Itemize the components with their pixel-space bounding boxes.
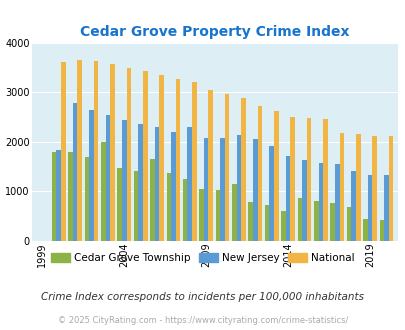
Bar bbox=[68, 152, 72, 241]
Bar bbox=[122, 120, 126, 241]
Bar bbox=[339, 133, 343, 241]
Bar bbox=[379, 220, 383, 241]
Bar bbox=[318, 163, 322, 241]
Bar bbox=[133, 171, 138, 241]
Bar bbox=[101, 142, 105, 241]
Bar bbox=[232, 184, 236, 241]
Bar bbox=[171, 131, 175, 241]
Bar bbox=[264, 205, 269, 241]
Bar bbox=[322, 119, 327, 241]
Bar bbox=[203, 138, 208, 241]
Bar bbox=[350, 171, 355, 241]
Bar bbox=[117, 168, 121, 241]
Bar bbox=[110, 64, 115, 241]
Bar bbox=[208, 90, 213, 241]
Bar bbox=[252, 139, 257, 241]
Bar bbox=[355, 134, 360, 241]
Bar bbox=[383, 175, 388, 241]
Bar bbox=[257, 106, 262, 241]
Bar bbox=[94, 61, 98, 241]
Bar bbox=[56, 150, 61, 241]
Bar bbox=[150, 159, 154, 241]
Bar bbox=[175, 79, 180, 241]
Bar bbox=[72, 103, 77, 241]
Bar bbox=[143, 71, 147, 241]
Bar bbox=[236, 135, 241, 241]
Text: Crime Index corresponds to incidents per 100,000 inhabitants: Crime Index corresponds to incidents per… bbox=[41, 292, 364, 302]
Bar bbox=[84, 157, 89, 241]
Bar bbox=[89, 110, 94, 241]
Bar bbox=[215, 190, 220, 241]
Bar bbox=[334, 164, 339, 241]
Bar bbox=[126, 68, 131, 241]
Bar bbox=[346, 207, 350, 241]
Bar bbox=[61, 62, 66, 241]
Bar bbox=[362, 218, 367, 241]
Bar bbox=[138, 124, 143, 241]
Title: Cedar Grove Property Crime Index: Cedar Grove Property Crime Index bbox=[80, 25, 349, 39]
Bar bbox=[199, 189, 203, 241]
Bar bbox=[306, 118, 311, 241]
Bar bbox=[388, 137, 392, 241]
Bar bbox=[159, 75, 164, 241]
Bar bbox=[220, 138, 224, 241]
Bar bbox=[154, 127, 159, 241]
Bar bbox=[77, 60, 82, 241]
Bar bbox=[224, 94, 229, 241]
Bar bbox=[52, 152, 56, 241]
Bar bbox=[367, 175, 371, 241]
Bar bbox=[105, 115, 110, 241]
Bar bbox=[192, 82, 196, 241]
Bar bbox=[166, 173, 171, 241]
Bar bbox=[285, 156, 290, 241]
Bar bbox=[241, 98, 245, 241]
Bar bbox=[281, 211, 285, 241]
Bar bbox=[297, 198, 301, 241]
Bar bbox=[330, 203, 334, 241]
Bar bbox=[371, 137, 376, 241]
Text: © 2025 CityRating.com - https://www.cityrating.com/crime-statistics/: © 2025 CityRating.com - https://www.city… bbox=[58, 315, 347, 325]
Bar bbox=[290, 116, 294, 241]
Bar bbox=[182, 179, 187, 241]
Bar bbox=[248, 202, 252, 241]
Bar bbox=[301, 160, 306, 241]
Bar bbox=[269, 147, 273, 241]
Bar bbox=[187, 127, 192, 241]
Bar bbox=[273, 111, 278, 241]
Legend: Cedar Grove Township, New Jersey, National: Cedar Grove Township, New Jersey, Nation… bbox=[47, 248, 358, 267]
Bar bbox=[313, 201, 318, 241]
